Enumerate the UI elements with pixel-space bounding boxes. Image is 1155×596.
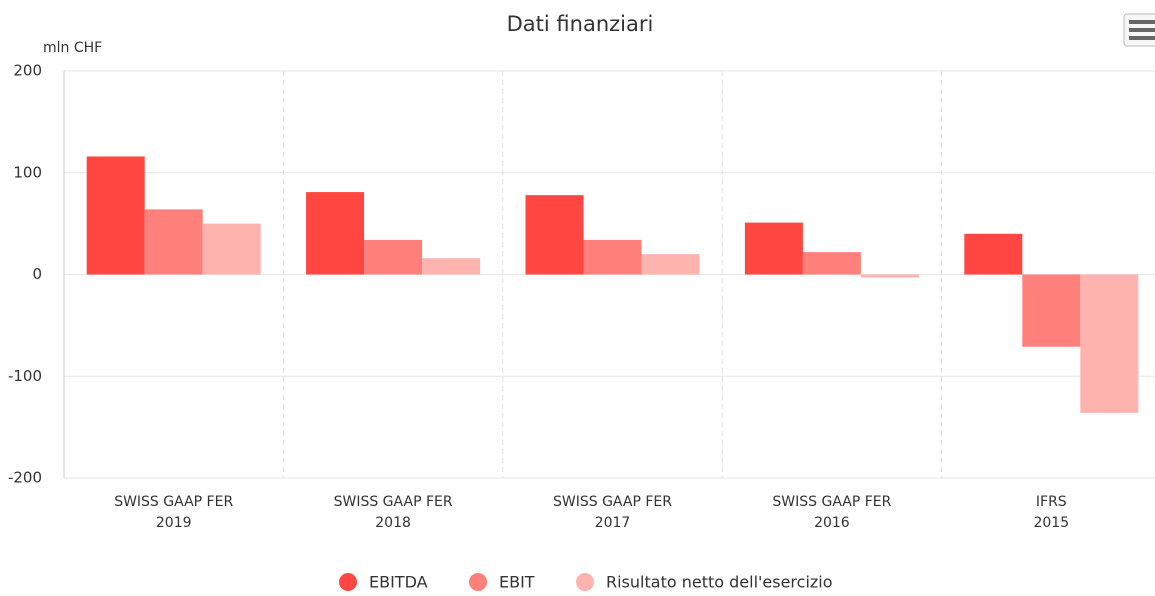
y-tick-label: -100 — [8, 367, 42, 385]
x-tick-label: IFRS — [1036, 494, 1067, 510]
x-tick-label: SWISS GAAP FER — [334, 494, 453, 510]
x-tick-label: SWISS GAAP FER — [772, 494, 891, 510]
bar — [86, 156, 145, 275]
bar — [860, 274, 919, 278]
menu-button[interactable] — [1123, 13, 1155, 47]
y-tick-label: 100 — [13, 163, 42, 181]
legend-label: EBIT — [499, 573, 535, 592]
legend-label: EBITDA — [369, 573, 428, 592]
y-axis-label: mln CHF — [43, 40, 102, 56]
x-tick-label: 2015 — [1033, 515, 1069, 531]
bar — [641, 254, 700, 275]
x-tick-label: SWISS GAAP FER — [114, 494, 233, 510]
x-tick-label: 2016 — [814, 515, 850, 531]
menu-bar — [1129, 20, 1155, 24]
y-tick-label: 200 — [13, 62, 42, 80]
legend-marker — [576, 573, 594, 591]
bar — [144, 209, 203, 275]
bar — [1080, 274, 1139, 413]
chart-title: Dati finanziari — [507, 12, 654, 36]
bar — [364, 239, 423, 275]
legend-marker — [469, 573, 487, 591]
bar — [306, 192, 365, 275]
bar — [202, 223, 261, 275]
menu-bar — [1129, 28, 1155, 32]
bar — [744, 222, 803, 275]
x-tick-label: 2018 — [375, 515, 411, 531]
x-tick-label: SWISS GAAP FER — [553, 494, 672, 510]
y-tick-label: -200 — [8, 469, 42, 487]
bar — [422, 258, 481, 275]
bar — [964, 233, 1023, 275]
y-tick-label: 0 — [32, 265, 42, 283]
x-tick-label: 2019 — [156, 515, 192, 531]
x-tick-label: 2017 — [595, 515, 631, 531]
bar — [583, 239, 642, 275]
bar — [525, 195, 584, 275]
legend-marker — [339, 573, 357, 591]
legend-label: Risultato netto dell'esercizio — [606, 573, 833, 592]
bar — [802, 252, 861, 275]
menu-bar — [1129, 36, 1155, 40]
bar — [1022, 274, 1081, 347]
